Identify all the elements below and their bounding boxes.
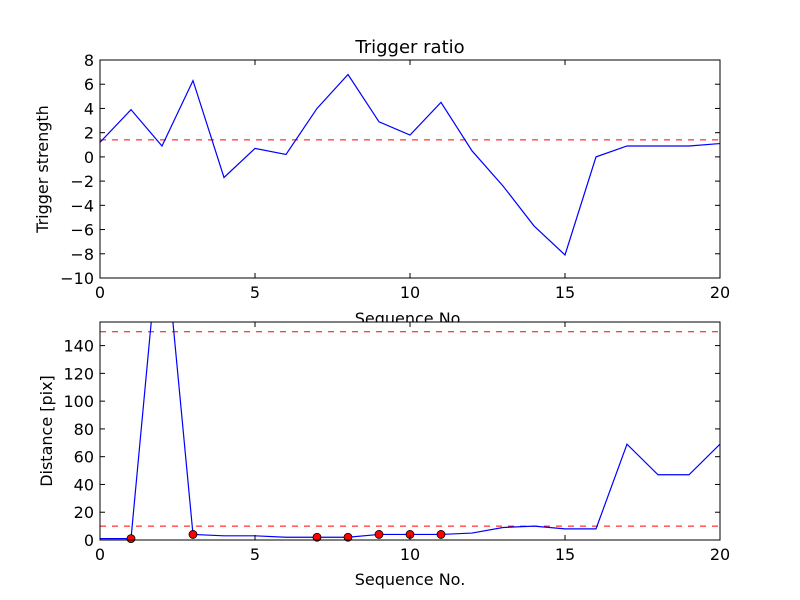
- x-tick-label: 15: [555, 545, 575, 564]
- x-tick-label: 20: [710, 545, 730, 564]
- x-tick-label: 10: [400, 545, 420, 564]
- y-tick-label: −2: [70, 172, 94, 191]
- series-line: [100, 73, 720, 257]
- data-point-marker: [126, 534, 136, 544]
- chart-title: Trigger ratio: [354, 37, 464, 58]
- y-tick-label: −10: [60, 269, 94, 288]
- y-tick-label: 140: [63, 337, 94, 356]
- y-tick-label: −4: [70, 196, 94, 215]
- x-tick-label: 5: [250, 283, 260, 302]
- data-point-marker: [374, 530, 384, 539]
- data-point-marker: [312, 532, 322, 542]
- y-axis-label: Distance [pix]: [37, 375, 56, 487]
- data-point-marker: [188, 530, 198, 539]
- y-tick-label: −8: [70, 245, 94, 264]
- y-tick-label: 100: [63, 392, 94, 411]
- x-tick-label: 15: [555, 283, 575, 302]
- y-tick-label: 120: [63, 364, 94, 383]
- y-axis-label: Trigger strength: [33, 105, 52, 234]
- y-tick-label: 20: [74, 503, 94, 522]
- y-tick-label: 40: [74, 475, 94, 494]
- x-tick-label: 10: [400, 283, 420, 302]
- y-tick-label: 8: [84, 51, 94, 70]
- plot-area: [100, 322, 720, 540]
- x-tick-label: 5: [250, 545, 260, 564]
- y-tick-label: 0: [84, 148, 94, 167]
- y-tick-label: −6: [70, 221, 94, 240]
- y-tick-label: 60: [74, 448, 94, 467]
- y-tick-label: 0: [84, 531, 94, 550]
- plot-area: [100, 60, 720, 278]
- y-tick-label: 80: [74, 420, 94, 439]
- x-axis-label: Sequence No.: [355, 570, 466, 589]
- distance-panel: 0 5 10 15 20 0 20 40 60 80 100 120 140 Sequence No.…: [37, 321, 730, 589]
- y-tick-label: 6: [84, 75, 94, 94]
- data-point-marker: [343, 532, 353, 542]
- x-tick-label: 0: [95, 545, 105, 564]
- data-point-marker: [436, 530, 446, 539]
- trigger-ratio-panel: Trigger ratio 0 5 10 15 20 −10−8−6−4−202468 …: [33, 37, 730, 328]
- y-tick-label: 4: [84, 99, 94, 118]
- x-tick-label: 0: [95, 283, 105, 302]
- x-tick-label: 20: [710, 283, 730, 302]
- y-tick-label: 2: [84, 124, 94, 143]
